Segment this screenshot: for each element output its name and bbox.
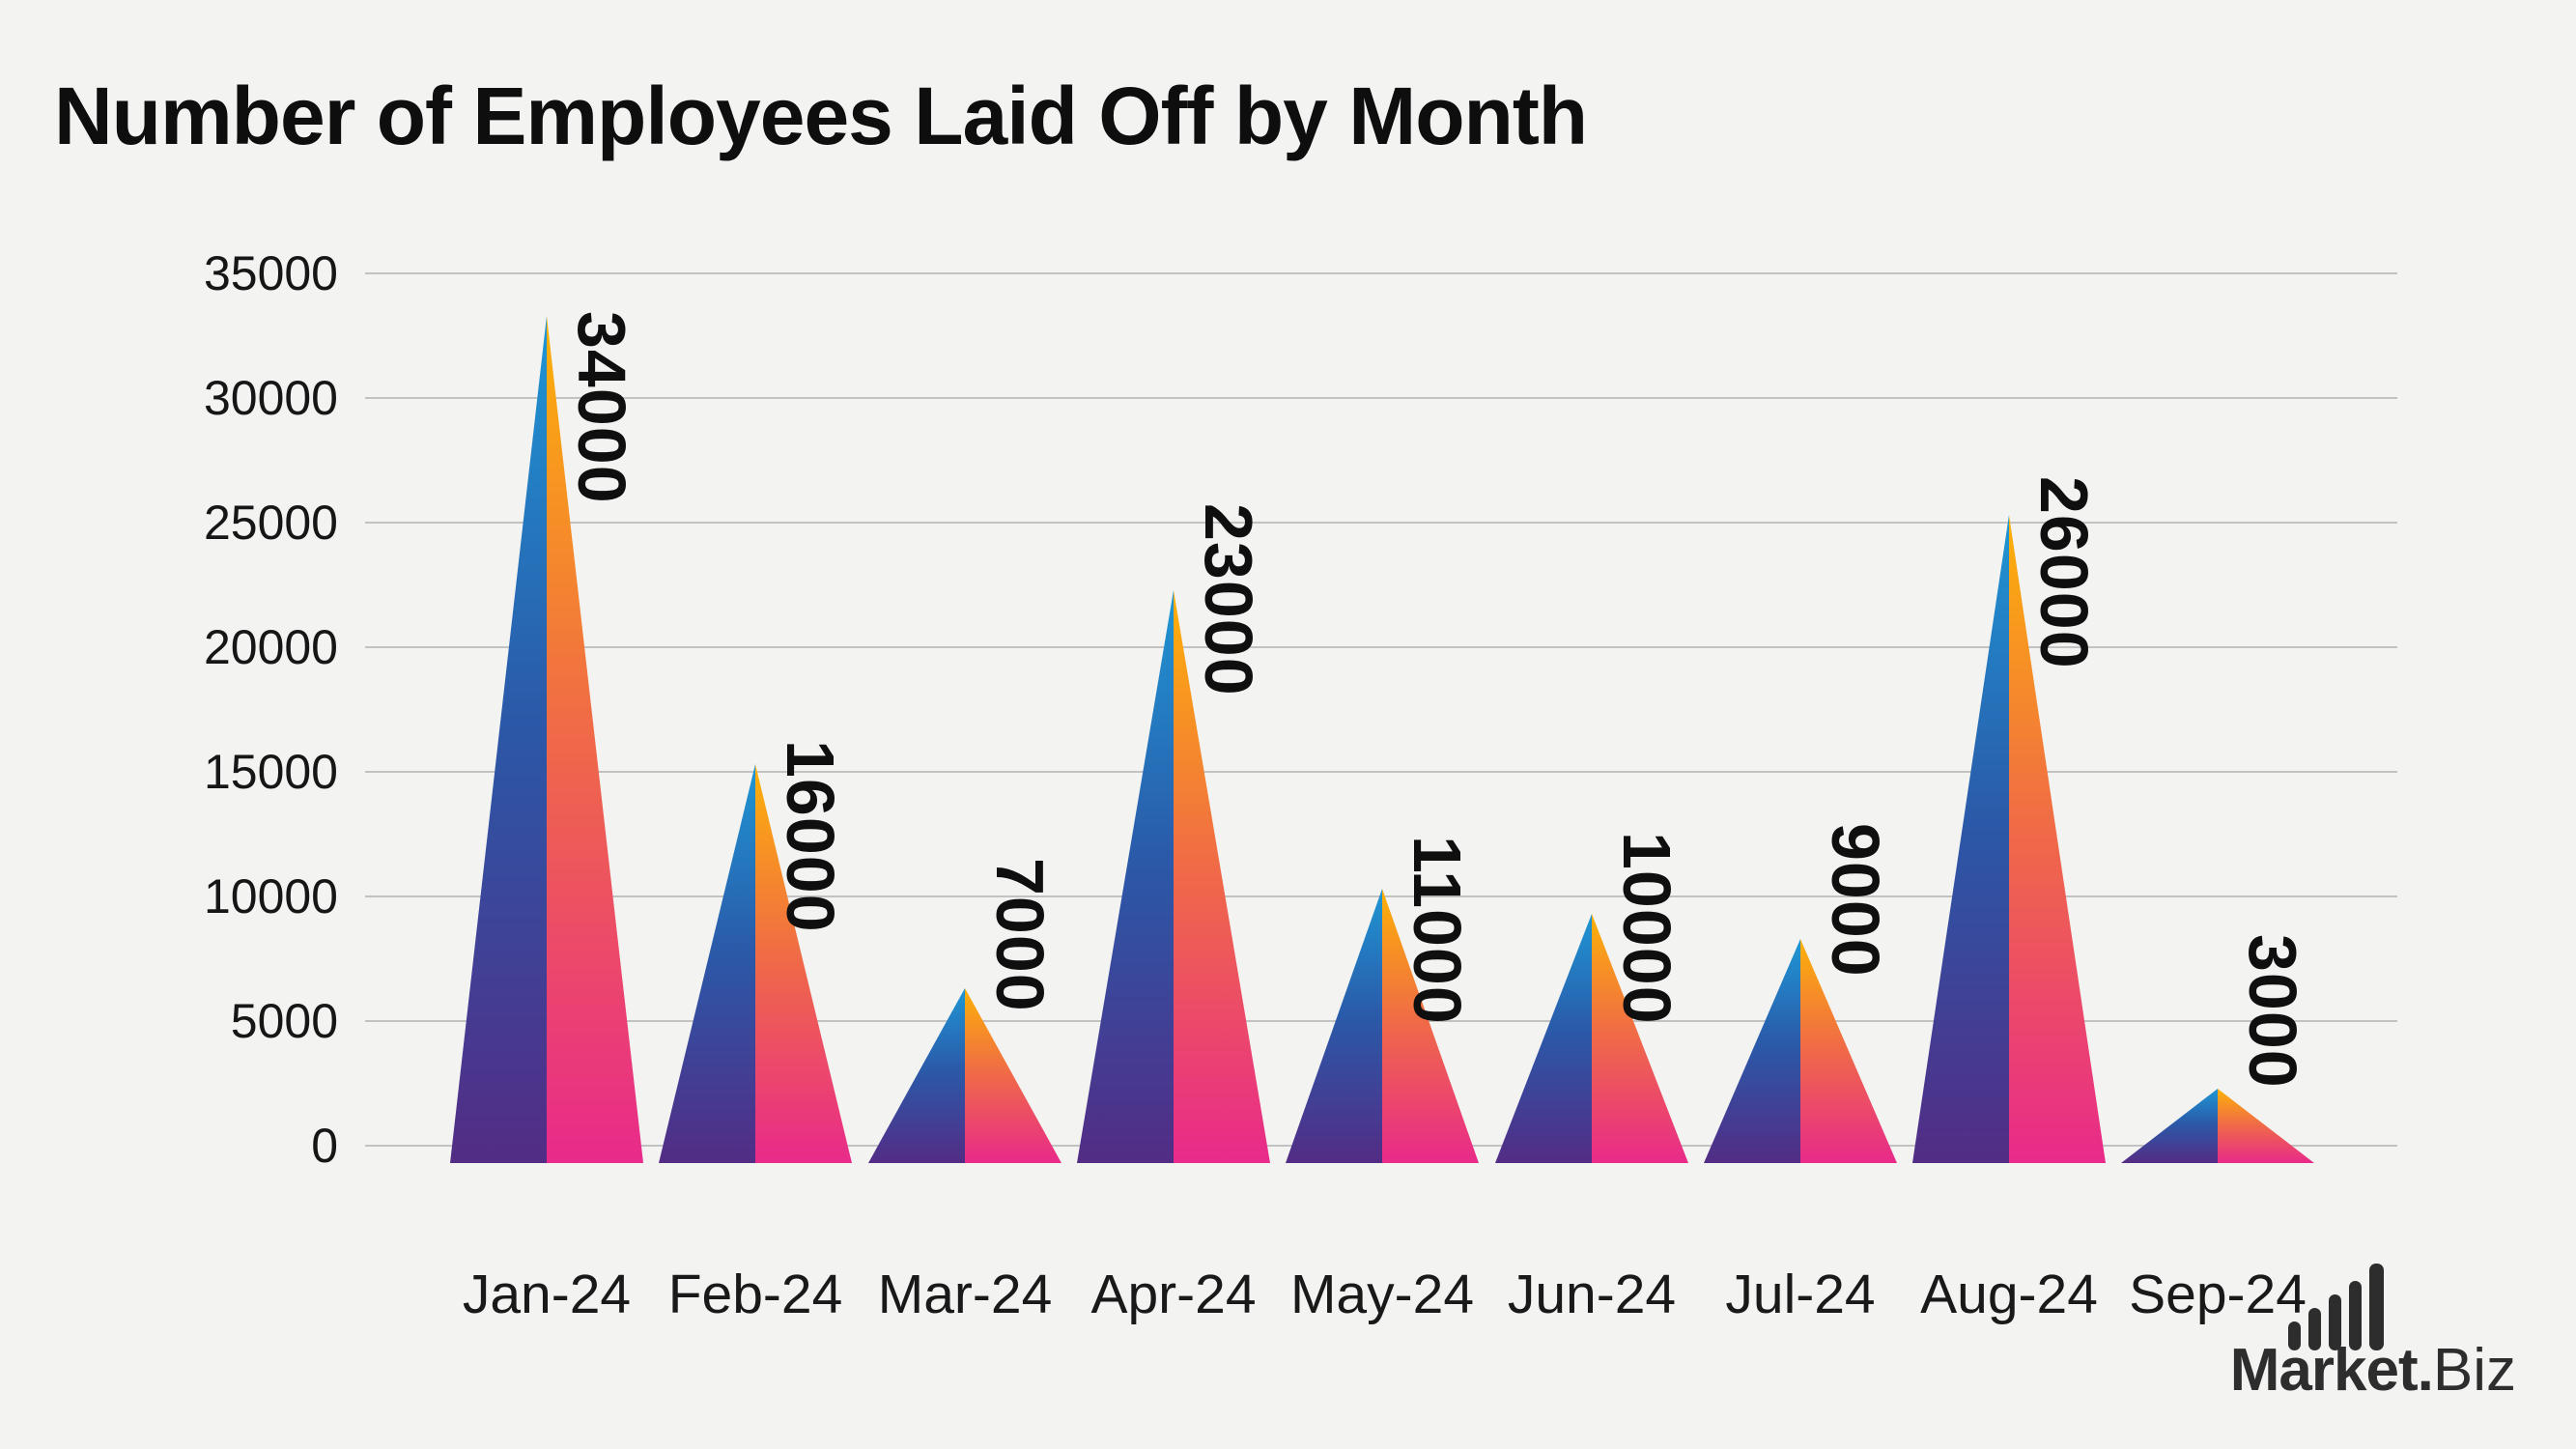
bar-triangle — [450, 316, 643, 1163]
bar-triangle — [1912, 515, 2106, 1163]
x-tick-label: Feb-24 — [667, 1264, 843, 1325]
x-tick-label: Jan-24 — [462, 1264, 632, 1325]
gridline — [365, 771, 2397, 773]
logo-bars-icon — [2288, 1264, 2384, 1350]
bar-triangle — [659, 764, 852, 1163]
logo-text-dot: . — [2417, 1337, 2434, 1404]
bar-value-label: 9000 — [1818, 823, 1893, 978]
bar-value-label: 11000 — [1400, 836, 1475, 1025]
gridline — [365, 397, 2397, 399]
y-tick-label: 30000 — [203, 371, 338, 425]
bar-value-label: 16000 — [773, 740, 848, 933]
bar-value-label: 26000 — [2026, 476, 2102, 669]
logo-text-market: Market — [2229, 1337, 2419, 1404]
bar-triangle — [1286, 889, 1479, 1163]
x-tick-label: Jul-24 — [1725, 1264, 1876, 1325]
bar-triangle — [2121, 1089, 2314, 1163]
bar-triangle — [1704, 939, 1897, 1163]
logo-text-biz: Biz — [2432, 1337, 2516, 1404]
bar-triangle — [868, 988, 1062, 1163]
logo-wordmark: Market.Biz — [2230, 1341, 2516, 1401]
y-tick-label: 10000 — [203, 869, 338, 923]
gridline — [365, 646, 2397, 648]
bar-value-label: 7000 — [982, 858, 1058, 1012]
bar-value-label: 3000 — [2235, 934, 2310, 1089]
x-tick-label: Jun-24 — [1507, 1264, 1677, 1325]
bar-value-label: 34000 — [564, 311, 639, 504]
gridline — [365, 522, 2397, 524]
y-tick-label: 15000 — [203, 745, 338, 799]
x-tick-label: Apr-24 — [1090, 1264, 1257, 1325]
x-tick-label: Aug-24 — [1920, 1264, 2098, 1325]
y-tick-label: 0 — [311, 1119, 338, 1173]
y-tick-label: 35000 — [203, 246, 338, 300]
y-tick-label: 20000 — [203, 620, 338, 674]
y-tick-label: 25000 — [203, 496, 338, 550]
bar-triangle — [1495, 914, 1688, 1163]
x-tick-label: Mar-24 — [877, 1264, 1053, 1325]
bar-triangle — [1077, 590, 1270, 1163]
x-tick-label: May-24 — [1289, 1264, 1475, 1325]
gridline — [365, 272, 2397, 274]
y-tick-label: 5000 — [230, 994, 338, 1048]
bar-value-label: 10000 — [1609, 832, 1684, 1025]
x-tick-label: Sep-24 — [2129, 1264, 2307, 1325]
bar-value-label: 23000 — [1191, 503, 1266, 696]
chart-title: Number of Employees Laid Off by Month — [54, 71, 1588, 161]
